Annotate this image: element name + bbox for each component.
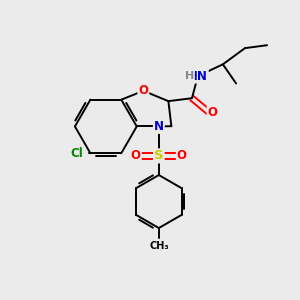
Text: O: O [138, 84, 148, 97]
Text: O: O [208, 106, 218, 119]
Text: N: N [154, 120, 164, 133]
Text: O: O [177, 149, 187, 162]
Text: Cl: Cl [71, 147, 83, 160]
Text: H: H [185, 70, 194, 80]
Text: HN: HN [188, 70, 208, 83]
Text: S: S [154, 149, 164, 162]
Text: O: O [131, 149, 141, 162]
Text: CH₃: CH₃ [149, 241, 169, 251]
